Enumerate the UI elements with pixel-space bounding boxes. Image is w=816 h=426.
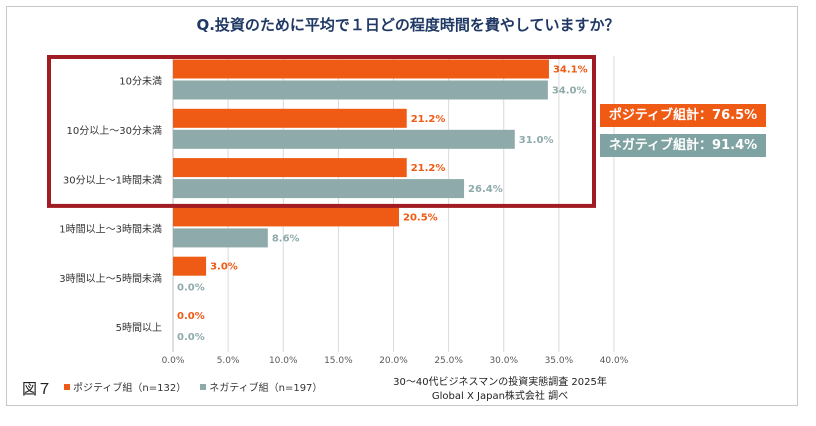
highlight-box	[47, 55, 596, 208]
x-tick-label: 0.0%	[162, 356, 185, 366]
bar	[173, 207, 400, 227]
data-label: 21.2%	[411, 163, 446, 174]
positive-total-callout: ポジティブ組計：76.5%	[600, 104, 766, 127]
data-label: 34.0%	[552, 86, 587, 97]
category-label: 1時間以上～3時間未満	[59, 224, 162, 236]
legend-item-negative: ネガティブ組（n=197）	[200, 379, 322, 394]
data-label: 8.6%	[272, 233, 300, 244]
legend-label-positive: ポジティブ組（n=132）	[73, 383, 187, 394]
bar	[173, 179, 465, 199]
category-label: 30分以上～1時間未満	[63, 174, 162, 186]
negative-total-callout: ネガティブ組計：91.4%	[600, 134, 766, 157]
data-label: 31.0%	[519, 135, 554, 146]
x-tick-label: 5.0%	[217, 356, 240, 366]
data-label: 21.2%	[411, 114, 446, 125]
x-tick-label: 15.0%	[324, 356, 353, 366]
labels: 0.0% 5.0% 10.0% 15.0% 20.0% 25.0% 30.0% 35.0% 40…	[59, 65, 628, 367]
category-label: 3時間以上～5時間未満	[59, 273, 162, 285]
legend: ポジティブ組（n=132） ネガティブ組（n=197）	[64, 379, 322, 394]
source-line-2: Global X Japan株式会社 調べ	[431, 391, 569, 402]
chart-title: Q.投資のために平均で１日どの程度時間を費やしていますか？	[196, 16, 620, 34]
bars	[173, 59, 549, 276]
bar	[173, 158, 407, 178]
data-label: 34.1%	[553, 65, 588, 76]
bar	[173, 256, 207, 276]
legend-item-positive: ポジティブ組（n=132）	[64, 379, 186, 394]
bar	[173, 228, 268, 248]
data-label: 20.5%	[403, 212, 438, 223]
bar	[173, 129, 515, 149]
bar	[173, 108, 407, 128]
data-label: 0.0%	[177, 283, 205, 294]
legend-swatch-positive	[64, 383, 70, 390]
source-line-1: 30～40代ビジネスマンの投資実態調査 2025年	[393, 377, 607, 388]
data-label: 3.0%	[210, 262, 238, 273]
legend-swatch-negative	[200, 383, 207, 390]
data-label: 0.0%	[177, 311, 205, 322]
x-tick-label: 40.0%	[600, 356, 629, 366]
x-tick-label: 30.0%	[489, 356, 518, 366]
figure-frame	[6, 6, 798, 406]
x-tick-label: 25.0%	[434, 356, 463, 366]
category-label: 10分以上～30分未満	[67, 125, 162, 137]
category-label: 10分未満	[119, 76, 162, 88]
x-tick-label: 35.0%	[545, 356, 574, 366]
data-label: 26.4%	[468, 184, 503, 195]
figure-label: 図７	[22, 380, 53, 398]
x-tick-label: 20.0%	[379, 356, 408, 366]
legend-label-negative: ネガティブ組（n=197）	[209, 383, 323, 394]
category-label: 5時間以上	[116, 322, 162, 334]
x-tick-label: 10.0%	[269, 356, 298, 366]
bar	[173, 59, 549, 79]
bar	[173, 80, 548, 100]
data-label: 0.0%	[177, 332, 205, 343]
